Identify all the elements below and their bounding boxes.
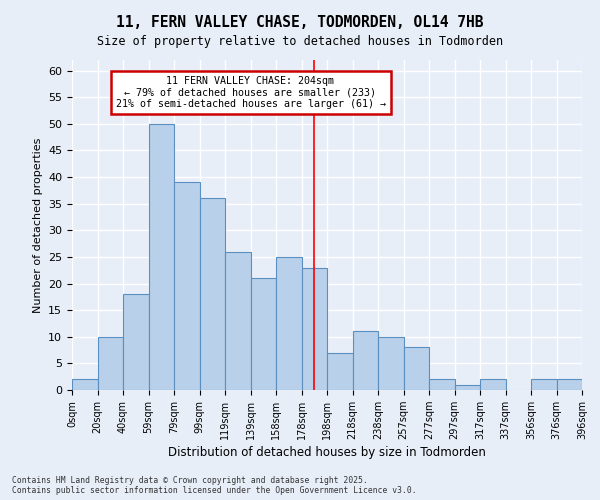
Bar bbox=[378, 337, 404, 390]
Text: Size of property relative to detached houses in Todmorden: Size of property relative to detached ho… bbox=[97, 35, 503, 48]
Y-axis label: Number of detached properties: Number of detached properties bbox=[32, 138, 43, 312]
Text: 11, FERN VALLEY CHASE, TODMORDEN, OL14 7HB: 11, FERN VALLEY CHASE, TODMORDEN, OL14 7… bbox=[116, 15, 484, 30]
Bar bbox=[480, 380, 505, 390]
Bar bbox=[353, 332, 378, 390]
Bar bbox=[302, 268, 327, 390]
Bar bbox=[149, 124, 174, 390]
Bar bbox=[327, 352, 353, 390]
Bar bbox=[199, 198, 225, 390]
Bar bbox=[276, 257, 302, 390]
Text: Contains HM Land Registry data © Crown copyright and database right 2025.
Contai: Contains HM Land Registry data © Crown c… bbox=[12, 476, 416, 495]
X-axis label: Distribution of detached houses by size in Todmorden: Distribution of detached houses by size … bbox=[168, 446, 486, 459]
Bar bbox=[429, 380, 455, 390]
Bar bbox=[251, 278, 276, 390]
Bar bbox=[531, 380, 557, 390]
Bar bbox=[455, 384, 480, 390]
Bar bbox=[123, 294, 149, 390]
Bar bbox=[72, 380, 97, 390]
Bar bbox=[404, 348, 429, 390]
Bar bbox=[557, 380, 582, 390]
Bar bbox=[174, 182, 199, 390]
Bar bbox=[97, 337, 123, 390]
Text: 11 FERN VALLEY CHASE: 204sqm
← 79% of detached houses are smaller (233)
21% of s: 11 FERN VALLEY CHASE: 204sqm ← 79% of de… bbox=[115, 76, 386, 109]
Bar bbox=[225, 252, 251, 390]
